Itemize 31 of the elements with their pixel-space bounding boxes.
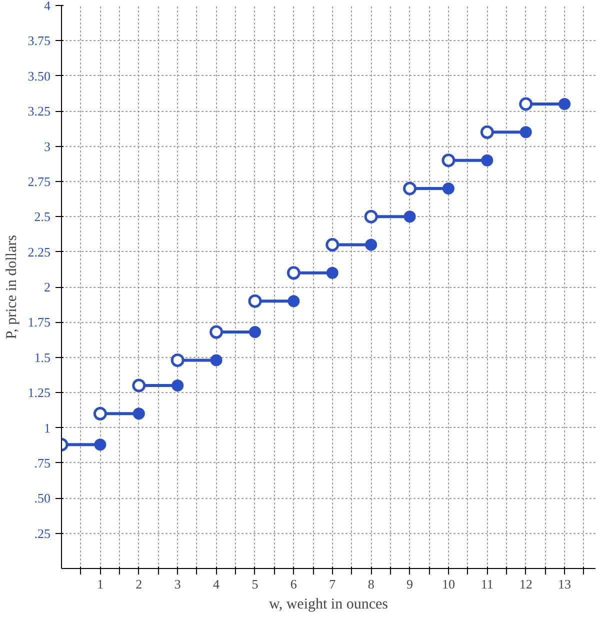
x-tick-label: 12 [519, 576, 532, 592]
y-axis-title: P, price in dollars [4, 234, 20, 340]
y-tick-label: 3 [44, 138, 50, 154]
x-tick-label: 7 [329, 576, 336, 592]
x-axis-title: w, weight in ounces [269, 596, 388, 612]
x-tick-label: 4 [213, 576, 220, 592]
x-tick-label: 5 [252, 576, 258, 592]
x-tick-label: 6 [290, 576, 298, 592]
x-tick-label: 1 [96, 576, 104, 592]
y-tick-label: 1.5 [34, 350, 50, 365]
x-tick-label: 8 [368, 576, 374, 592]
y-tick-label: .50 [34, 490, 50, 506]
y-tick-label: 3.50 [28, 68, 50, 84]
y-tick-label: 3.75 [28, 33, 50, 48]
x-tick-label: 2 [136, 576, 142, 592]
x-tick-label: 9 [406, 576, 414, 592]
y-tick-label: .25 [34, 526, 50, 541]
y-tick-label: 2.25 [28, 244, 50, 260]
y-tick-label: 4 [44, 0, 51, 13]
y-tick-label: 2 [44, 280, 50, 294]
x-tick-label: 11 [480, 576, 494, 592]
y-tick-label: 2.75 [28, 174, 50, 189]
y-tick-label: 2.5 [34, 209, 50, 224]
x-tick-label: 10 [442, 576, 455, 592]
x-tick-label: 3 [174, 576, 181, 592]
y-tick-label: 1.25 [28, 385, 50, 400]
y-tick-label: 1 [44, 420, 50, 436]
y-tick-label: .75 [34, 455, 50, 470]
y-tick-label: 3.25 [28, 104, 50, 119]
y-tick-label: 1.75 [28, 314, 50, 330]
x-tick-label: 13 [558, 576, 572, 592]
